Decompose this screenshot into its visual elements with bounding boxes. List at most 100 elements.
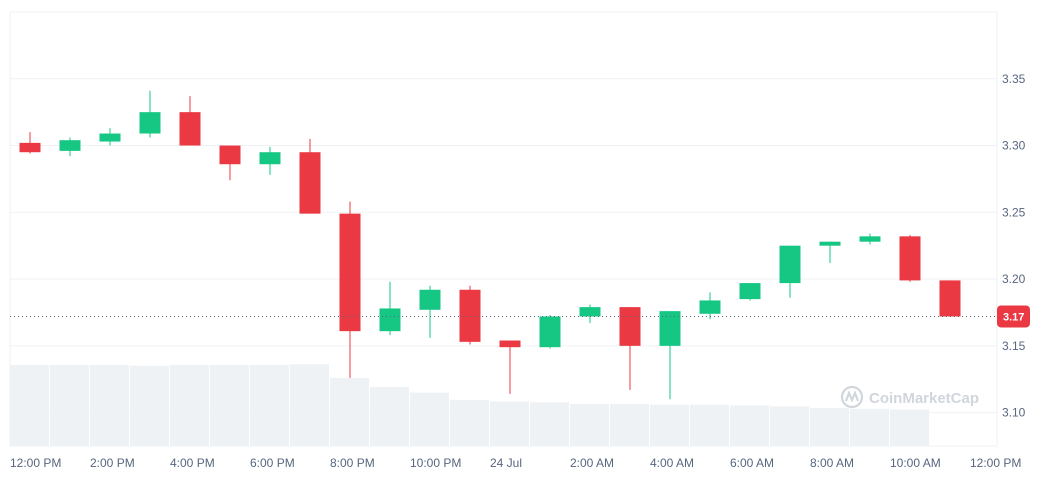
candle-up (779, 245, 801, 298)
candle-up (539, 315, 561, 349)
candle-down (339, 201, 361, 378)
volume-bar (250, 365, 289, 446)
volume-bar (370, 386, 409, 446)
volume-bar (170, 365, 209, 446)
candle-down (499, 340, 521, 394)
candle-body (939, 280, 961, 317)
volume-bar (730, 405, 769, 446)
y-tick-label: 3.10 (1002, 406, 1026, 420)
candle-body (259, 152, 281, 165)
volume-bar (650, 404, 689, 446)
volume-bars (10, 364, 929, 446)
candle-body (379, 308, 401, 332)
volume-bar (570, 403, 609, 446)
candle-body (19, 142, 41, 153)
candle-up (819, 241, 841, 264)
candle-down (19, 132, 41, 154)
candle-body (659, 311, 681, 346)
x-tick-label: 12:00 PM (10, 456, 61, 470)
current-price-badge (997, 305, 1030, 328)
current-price-label: 3.17 (1003, 311, 1024, 323)
volume-bar (770, 406, 809, 446)
candle-down (459, 285, 481, 345)
x-tick-label: 8:00 PM (330, 456, 375, 470)
volume-bar (50, 365, 89, 446)
y-axis: 3.10 3.15 3.20 3.25 3.30 3.35 (1002, 72, 1026, 420)
current-price-marker: 3.17 (10, 305, 1030, 328)
volume-bar (690, 404, 729, 446)
x-axis: 12:00 PM 2:00 PM 4:00 PM 6:00 PM 8:00 PM 10:0… (10, 456, 1021, 470)
candle-body (299, 152, 321, 214)
volume-bar (90, 365, 129, 446)
candle-down (179, 96, 201, 146)
y-tick-label: 3.15 (1002, 339, 1026, 353)
x-tick-label: 4:00 PM (170, 456, 215, 470)
y-tick-label: 3.35 (1002, 72, 1026, 86)
candle-up (59, 137, 81, 157)
x-tick-label: 2:00 PM (90, 456, 135, 470)
x-tick-label: 6:00 PM (250, 456, 295, 470)
candle-body (179, 112, 201, 146)
x-tick-label: 8:00 AM (810, 456, 854, 470)
candle-body (499, 340, 521, 348)
candle-body (579, 307, 601, 317)
candle-down (939, 280, 961, 317)
volume-bar (490, 401, 529, 446)
x-tick-label: 6:00 AM (730, 456, 774, 470)
candle-body (739, 283, 761, 300)
candle-body (539, 316, 561, 348)
candle-body (99, 133, 121, 142)
x-tick-label: 2:00 AM (570, 456, 614, 470)
volume-bar (810, 407, 849, 446)
y-tick-label: 3.25 (1002, 205, 1026, 219)
candles (19, 90, 961, 400)
y-tick-label: 3.20 (1002, 272, 1026, 286)
volume-bar (130, 365, 169, 446)
candle-up (259, 146, 281, 175)
candle-down (219, 145, 241, 181)
candle-body (859, 236, 881, 242)
candle-up (139, 90, 161, 138)
x-tick-label: 4:00 AM (650, 456, 694, 470)
volume-bar (290, 364, 329, 446)
watermark: CoinMarketCap (840, 385, 979, 409)
candle-down (299, 138, 321, 214)
candle-up (659, 311, 681, 400)
candle-up (99, 128, 121, 146)
candle-body (819, 241, 841, 246)
candle-body (899, 236, 921, 281)
candle-down (619, 307, 641, 390)
y-tick-label: 3.30 (1002, 139, 1026, 153)
candle-down (899, 235, 921, 282)
candle-up (579, 304, 601, 324)
candle-up (859, 233, 881, 245)
coinmarketcap-logo-icon (840, 385, 864, 409)
candle-body (419, 289, 441, 310)
candle-body (59, 140, 81, 151)
x-tick-label: 12:00 PM (970, 456, 1021, 470)
candle-up (379, 281, 401, 336)
volume-bar (890, 409, 929, 446)
candle-body (779, 245, 801, 284)
candle-up (419, 285, 441, 338)
x-tick-label: 10:00 AM (890, 456, 941, 470)
candle-body (699, 300, 721, 314)
volume-bar (10, 365, 49, 446)
x-tick-label: 24 Jul (490, 456, 522, 470)
candle-body (619, 307, 641, 346)
candle-body (339, 213, 361, 332)
candle-body (459, 289, 481, 342)
candle-up (739, 283, 761, 301)
candle-body (219, 145, 241, 165)
watermark-text: CoinMarketCap (869, 390, 979, 407)
volume-bar (850, 408, 889, 446)
volume-bar (450, 399, 489, 446)
volume-bar (610, 403, 649, 446)
volume-bar (410, 392, 449, 446)
x-tick-label: 10:00 PM (410, 456, 461, 470)
volume-bar (330, 377, 369, 446)
candle-body (139, 112, 161, 134)
volume-bar (210, 365, 249, 446)
